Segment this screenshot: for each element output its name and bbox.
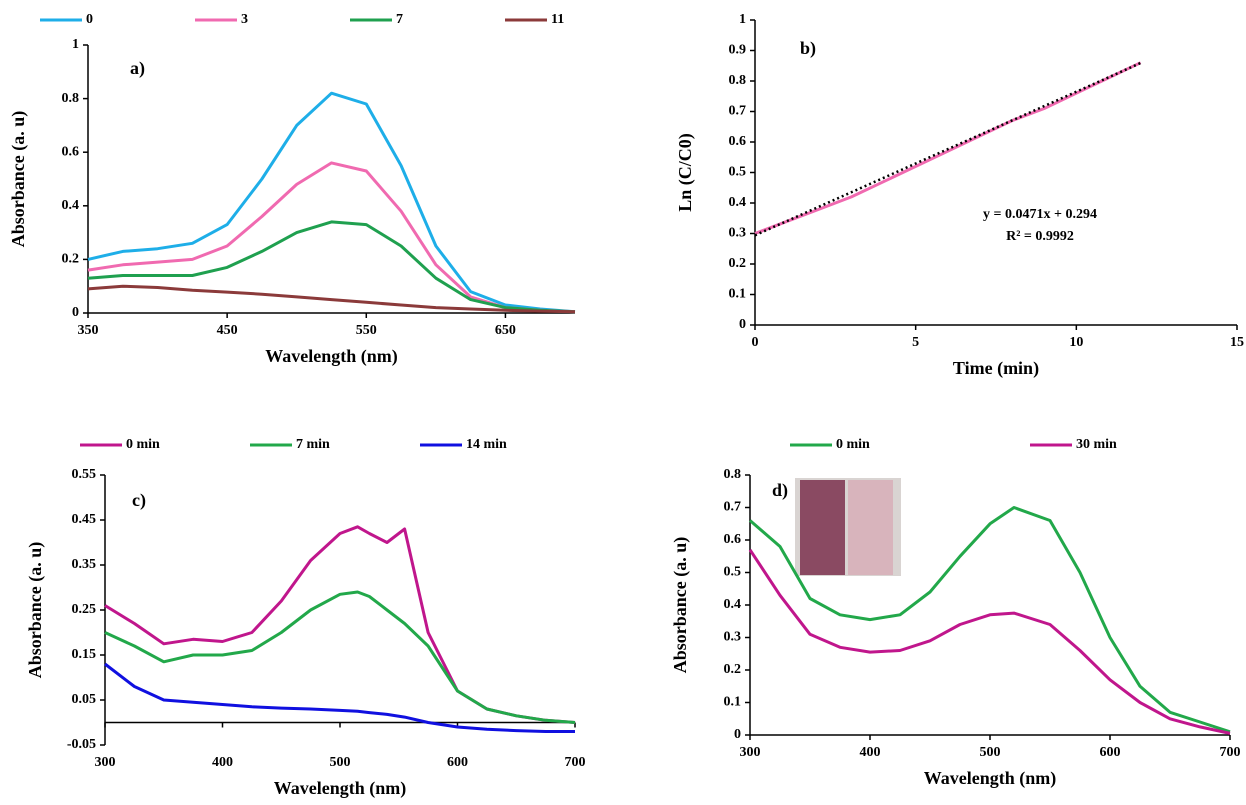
series-line bbox=[87, 220, 576, 314]
legend-label: 3 bbox=[241, 12, 248, 27]
legend-label: 0 min bbox=[836, 437, 870, 452]
y-tick-label: 0 bbox=[739, 317, 746, 332]
x-tick-label: 500 bbox=[980, 745, 1001, 760]
vial-dark bbox=[800, 480, 845, 575]
x-tick-label: 450 bbox=[217, 323, 238, 338]
x-tick-label: 600 bbox=[447, 755, 468, 770]
x-tick-label: 0 bbox=[752, 335, 759, 350]
y-tick-label: 0.35 bbox=[72, 557, 97, 572]
series-line bbox=[87, 284, 576, 314]
y-tick-label: 0.55 bbox=[72, 467, 97, 482]
y-tick-label: 0.4 bbox=[729, 195, 747, 210]
y-tick-label: 0.8 bbox=[724, 467, 742, 482]
y-tick-label: 0.1 bbox=[729, 287, 747, 302]
x-tick-label: 400 bbox=[860, 745, 881, 760]
y-tick-label: 0.9 bbox=[729, 43, 747, 58]
y-tick-label: 0.7 bbox=[729, 104, 747, 119]
y-tick-label: 0.3 bbox=[729, 226, 747, 241]
y-tick-label: 0.6 bbox=[724, 532, 742, 547]
y-tick-label: 0.15 bbox=[72, 647, 97, 662]
y-tick-label: 0.45 bbox=[72, 512, 97, 527]
y-tick-label: 0.5 bbox=[724, 565, 742, 580]
x-tick-label: 600 bbox=[1100, 745, 1121, 760]
panel-label: c) bbox=[132, 490, 146, 511]
y-tick-label: 0.05 bbox=[72, 692, 97, 707]
equation: y = 0.0471x + 0.294 bbox=[983, 207, 1097, 222]
x-tick-label: 550 bbox=[356, 323, 377, 338]
y-tick-label: 0.7 bbox=[724, 500, 742, 515]
y-tick-label: 0.6 bbox=[729, 134, 747, 149]
panel-label: a) bbox=[130, 58, 145, 79]
y-axis-title: Absorbance (a. u) bbox=[25, 542, 46, 679]
x-tick-label: 700 bbox=[1220, 745, 1241, 760]
panel-label: d) bbox=[772, 480, 788, 501]
y-tick-label: 0 bbox=[72, 305, 79, 320]
series-line bbox=[104, 662, 575, 733]
y-tick-label: 0.6 bbox=[62, 144, 80, 159]
y-tick-label: 0.4 bbox=[724, 597, 742, 612]
y-axis-title: Absorbance (a. u) bbox=[8, 111, 29, 248]
series-line bbox=[104, 590, 576, 724]
y-tick-label: 1 bbox=[72, 37, 79, 52]
y-tick-label: 0.1 bbox=[724, 695, 742, 710]
y-axis-title: Absorbance (a. u) bbox=[670, 537, 691, 674]
x-tick-label: 10 bbox=[1069, 335, 1083, 350]
x-tick-label: 300 bbox=[95, 755, 116, 770]
x-axis-title: Wavelength (nm) bbox=[274, 778, 407, 799]
legend-label: 7 bbox=[396, 12, 403, 27]
y-tick-label: 0.2 bbox=[62, 252, 80, 267]
legend-label: 30 min bbox=[1076, 437, 1117, 452]
series-line bbox=[87, 161, 576, 314]
x-tick-label: 650 bbox=[495, 323, 516, 338]
legend-label: 14 min bbox=[466, 437, 507, 452]
x-axis-title: Wavelength (nm) bbox=[265, 346, 398, 367]
equation: R² = 0.9992 bbox=[1006, 229, 1074, 244]
x-tick-label: 350 bbox=[78, 323, 99, 338]
y-tick-label: 0.8 bbox=[729, 73, 747, 88]
legend-label: 7 min bbox=[296, 437, 330, 452]
legend-label: 0 min bbox=[126, 437, 160, 452]
y-tick-label: -0.05 bbox=[67, 737, 96, 752]
x-tick-label: 700 bbox=[565, 755, 586, 770]
series-line bbox=[754, 61, 1142, 235]
x-axis-title: Wavelength (nm) bbox=[924, 768, 1057, 789]
series-line bbox=[748, 548, 1231, 735]
y-tick-label: 0.2 bbox=[729, 256, 747, 271]
series-line bbox=[749, 506, 1231, 734]
y-tick-label: 0.2 bbox=[724, 662, 742, 677]
series-line bbox=[754, 61, 1142, 237]
y-tick-label: 0.25 bbox=[72, 602, 97, 617]
x-tick-label: 15 bbox=[1230, 335, 1244, 350]
inset-photo bbox=[795, 478, 901, 576]
y-tick-label: 0 bbox=[734, 727, 741, 742]
vial-light bbox=[848, 480, 893, 575]
x-tick-label: 5 bbox=[912, 335, 919, 350]
x-tick-label: 300 bbox=[740, 745, 761, 760]
x-tick-label: 400 bbox=[212, 755, 233, 770]
y-tick-label: 0.3 bbox=[724, 630, 742, 645]
legend-label: 0 bbox=[86, 12, 93, 27]
legend-label: 11 bbox=[551, 12, 564, 27]
y-axis-title: Ln (C/C0) bbox=[675, 133, 696, 212]
y-tick-label: 0.4 bbox=[62, 198, 80, 213]
y-tick-label: 0.8 bbox=[62, 91, 80, 106]
panel-label: b) bbox=[800, 38, 816, 59]
y-tick-label: 1 bbox=[739, 12, 746, 27]
x-axis-title: Time (min) bbox=[953, 358, 1039, 379]
y-tick-label: 0.5 bbox=[729, 165, 747, 180]
x-tick-label: 500 bbox=[330, 755, 351, 770]
series-line bbox=[104, 525, 576, 724]
series-line bbox=[87, 91, 576, 314]
